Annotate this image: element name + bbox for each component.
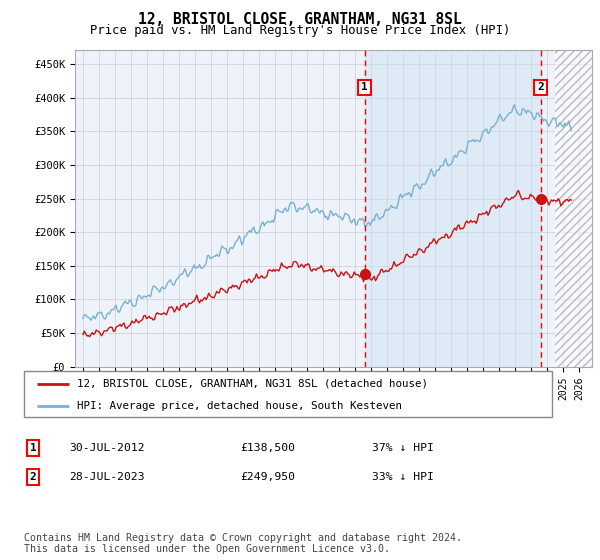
Text: 2: 2 — [29, 472, 37, 482]
Text: £249,950: £249,950 — [240, 472, 295, 482]
Bar — [365, 50, 541, 367]
Text: 1: 1 — [29, 443, 37, 453]
Text: Price paid vs. HM Land Registry's House Price Index (HPI): Price paid vs. HM Land Registry's House … — [90, 24, 510, 36]
Text: 33% ↓ HPI: 33% ↓ HPI — [372, 472, 434, 482]
Text: £138,500: £138,500 — [240, 443, 295, 453]
Text: 30-JUL-2012: 30-JUL-2012 — [69, 443, 145, 453]
Text: 1: 1 — [361, 82, 368, 92]
Text: 28-JUL-2023: 28-JUL-2023 — [69, 472, 145, 482]
Text: Contains HM Land Registry data © Crown copyright and database right 2024.
This d: Contains HM Land Registry data © Crown c… — [24, 533, 462, 554]
Text: 12, BRISTOL CLOSE, GRANTHAM, NG31 8SL (detached house): 12, BRISTOL CLOSE, GRANTHAM, NG31 8SL (d… — [77, 379, 428, 389]
Text: HPI: Average price, detached house, South Kesteven: HPI: Average price, detached house, Sout… — [77, 401, 402, 410]
Text: 12, BRISTOL CLOSE, GRANTHAM, NG31 8SL: 12, BRISTOL CLOSE, GRANTHAM, NG31 8SL — [138, 12, 462, 27]
Bar — [556, 50, 592, 367]
Bar — [556, 50, 592, 367]
FancyBboxPatch shape — [24, 371, 552, 417]
Text: 2: 2 — [537, 82, 544, 92]
Text: 37% ↓ HPI: 37% ↓ HPI — [372, 443, 434, 453]
